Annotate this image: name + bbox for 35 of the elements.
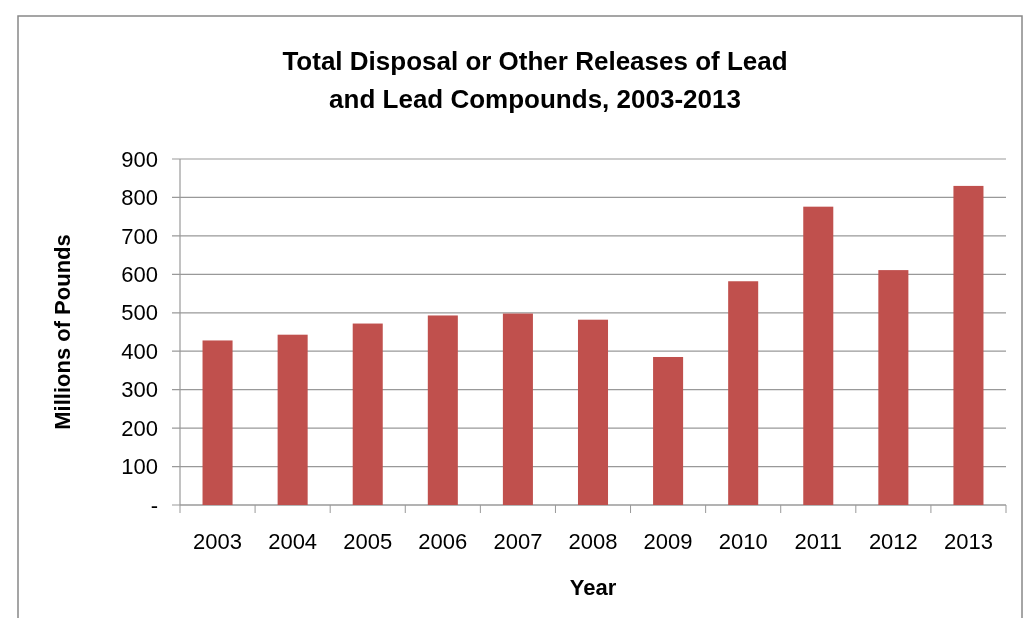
x-tick-label: 2005 — [343, 529, 393, 554]
x-tick-label: 2008 — [568, 529, 618, 554]
bar — [352, 323, 383, 505]
y-tick-label: 600 — [121, 262, 158, 288]
x-tick-label: 2013 — [943, 529, 993, 554]
x-tick-label: 2006 — [418, 529, 468, 554]
bar — [953, 185, 984, 505]
y-tick-label: 900 — [121, 146, 158, 172]
bar — [653, 356, 684, 505]
bar — [427, 315, 458, 505]
bar — [202, 340, 233, 505]
x-tick-label: 2011 — [794, 529, 842, 554]
x-tick-label: 2003 — [193, 529, 243, 554]
x-tick-label: 2012 — [868, 529, 918, 554]
y-tick-label: 700 — [121, 223, 158, 249]
y-tick-label: 100 — [121, 454, 158, 480]
chart-title: Total Disposal or Other Releases of Lead and Lead Compounds, 2003-2013 — [282, 46, 788, 114]
x-tick-label: 2009 — [643, 529, 693, 554]
bar — [277, 334, 308, 505]
y-tick-label: 500 — [121, 300, 158, 326]
bar — [878, 270, 909, 505]
y-axis-title: Millions of Pounds — [50, 234, 75, 430]
bar — [803, 206, 834, 505]
x-tick-label: 2010 — [718, 529, 768, 554]
y-tick-label: 400 — [121, 338, 158, 364]
bar — [728, 281, 759, 505]
bar — [502, 313, 533, 505]
y-tick-label: 800 — [121, 185, 158, 211]
x-tick-label: 2007 — [493, 529, 543, 554]
x-tick-label: 2004 — [268, 529, 318, 554]
y-tick-label: - — [150, 492, 158, 518]
y-tick-label: 300 — [121, 377, 158, 403]
x-axis-title: Year — [569, 575, 617, 600]
y-tick-label: 200 — [121, 415, 158, 441]
bar — [577, 319, 609, 505]
